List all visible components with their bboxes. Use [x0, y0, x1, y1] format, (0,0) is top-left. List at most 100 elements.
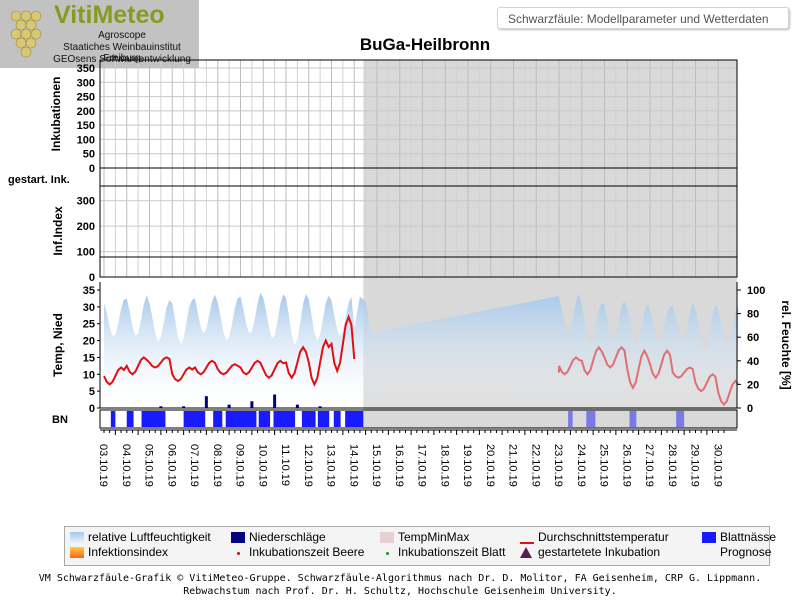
weather-right-axis-label: rel. Feuchte [%] [779, 300, 793, 389]
leaf-wetness-bar [273, 411, 296, 427]
date-tick-label: 13.10.19 [325, 444, 337, 487]
date-tick-label: 17.10.19 [416, 444, 428, 487]
date-tick-label: 16.10.19 [393, 444, 405, 487]
temp-tick-label: 10 [83, 369, 95, 381]
incubations-tick-label: 300 [77, 77, 95, 89]
logo-line-1: Agroscope [98, 30, 146, 41]
date-tick-label: 12.10.19 [302, 444, 314, 487]
humidity-tick-label: 60 [747, 332, 759, 344]
legend-item-label: gestartetete Inkubation [538, 545, 661, 559]
chart-svg: 050100150200250300350Inkubationengestart… [8, 59, 793, 487]
legend-item-label: Blattnässe [720, 530, 777, 544]
incubations-tick-label: 200 [77, 106, 95, 118]
legend-item-label: Inkubationszeit Blatt [398, 545, 506, 559]
incubations-tick-label: 50 [83, 149, 95, 161]
date-tick-label: 15.10.19 [370, 444, 382, 487]
date-tick-label: 22.10.19 [529, 444, 541, 487]
temperature-forecast-line [558, 345, 739, 407]
legend-swatch-triangle [520, 547, 532, 558]
incubations-axis-label: Inkubationen [49, 77, 63, 152]
precipitation-bar [250, 401, 254, 408]
infindex-frame [99, 185, 738, 278]
precipitation-bar [273, 394, 277, 408]
date-tick-label: 06.10.19 [165, 444, 177, 487]
date-tick-label: 19.10.19 [461, 444, 473, 487]
grape-logo-icon [10, 10, 42, 58]
infindex-axis-label: Inf.Index [51, 206, 65, 256]
date-tick-label: 27.10.19 [643, 444, 655, 487]
header-text: Schwarzfäule: Modellparameter und Wetter… [508, 12, 769, 26]
precipitation-bar [159, 406, 163, 408]
legend-swatch-dot_green [386, 552, 389, 555]
date-tick-label: 28.10.19 [666, 444, 678, 487]
chart-title: BuGa-Heilbronn [359, 35, 491, 54]
temperature-line [103, 314, 356, 387]
leaf-wetness-bar [586, 411, 596, 427]
leaf-wetness-bar [317, 411, 330, 427]
incubations-tick-label: 150 [77, 120, 95, 132]
leaf-wetness-bar [258, 411, 271, 427]
infindex-tick-label: 100 [77, 247, 95, 259]
incubations-tick-label: 350 [77, 63, 95, 75]
date-tick-label: 09.10.19 [234, 444, 246, 487]
date-tick-label: 23.10.19 [552, 444, 564, 487]
legend-swatch-infindex [70, 547, 84, 558]
leaf-wetness-label: BN [52, 414, 68, 426]
date-tick-label: 10.10.19 [256, 444, 268, 487]
humidity-tick-label: 40 [747, 356, 759, 368]
leaf-wetness-bar [225, 411, 257, 427]
humidity-tick-label: 20 [747, 379, 759, 391]
weather-left-axis-label: Temp, Nied [51, 313, 65, 377]
temp-tick-label: 0 [89, 403, 95, 415]
leaf-wetness-bar [333, 411, 341, 427]
leaf-wetness-bar [629, 411, 637, 427]
date-tick-label: 24.10.19 [575, 444, 587, 487]
date-tick-label: 25.10.19 [598, 444, 610, 487]
infindex-tick-label: 300 [77, 196, 95, 208]
precipitation-bar [182, 406, 186, 408]
legend: relative Luftfeuchtigkeit Niederschläge Te… [64, 526, 776, 566]
date-tick-label: 05.10.19 [143, 444, 155, 487]
leaf-wetness-bar [568, 411, 573, 427]
legend-swatch-dot_red [237, 552, 240, 555]
legend-item-label: Niederschläge [249, 530, 326, 544]
date-tick-label: 04.10.19 [120, 444, 132, 487]
legend-swatch-leaf_wet [702, 532, 716, 543]
leaf-wetness-bar [183, 411, 206, 427]
temp-tick-label: 30 [83, 302, 95, 314]
incubations-tick-label: 0 [89, 163, 95, 175]
leaf-wetness-bar [110, 411, 116, 427]
leaf-wetness-bar [126, 411, 134, 427]
legend-item-label: Prognose [720, 545, 772, 559]
infindex-tick-label: 200 [77, 221, 95, 233]
date-tick-label: 08.10.19 [211, 444, 223, 487]
temp-tick-label: 20 [83, 336, 95, 348]
legend-item-label: Durchschnittstemperatur [538, 530, 669, 544]
leaf-wetness-bar [213, 411, 223, 427]
logo-line-2: Staatiches Weinbauinstitut Freiburg [63, 42, 181, 64]
leaf-wetness-bar [345, 411, 364, 427]
temp-tick-label: 15 [83, 352, 95, 364]
legend-item-label: Inkubationszeit Beere [249, 545, 365, 559]
legend-swatch-temp_line [520, 542, 534, 544]
date-tick-label: 29.10.19 [689, 444, 701, 487]
precipitation-bar [318, 406, 322, 408]
date-tick-label: 26.10.19 [620, 444, 632, 487]
precipitation-bar [295, 404, 299, 408]
footer-line-1: VM Schwarzfäule-Grafik © VitiMeteo-Grupp… [38, 573, 762, 584]
date-tick-label: 03.10.19 [97, 444, 109, 487]
legend-item-label: Infektionsindex [88, 545, 169, 559]
logo-title: VitiMeteo [54, 1, 165, 29]
legend-item-label: TempMinMax [398, 530, 470, 544]
legend-swatch-tempminmax [380, 532, 394, 543]
humidity-tick-label: 0 [747, 403, 753, 415]
legend-item-label: relative Luftfeuchtigkeit [88, 530, 211, 544]
legend-swatch-humidity [70, 532, 84, 543]
infindex-tick-label: 0 [89, 272, 95, 284]
footer-line-2: Rebwachstum nach Prof. Dr. H. Schultz, H… [183, 586, 617, 597]
temp-tick-label: 5 [89, 386, 95, 398]
temp-tick-label: 35 [83, 285, 95, 297]
precipitation-bar [227, 404, 231, 408]
date-tick-label: 18.10.19 [438, 444, 450, 487]
